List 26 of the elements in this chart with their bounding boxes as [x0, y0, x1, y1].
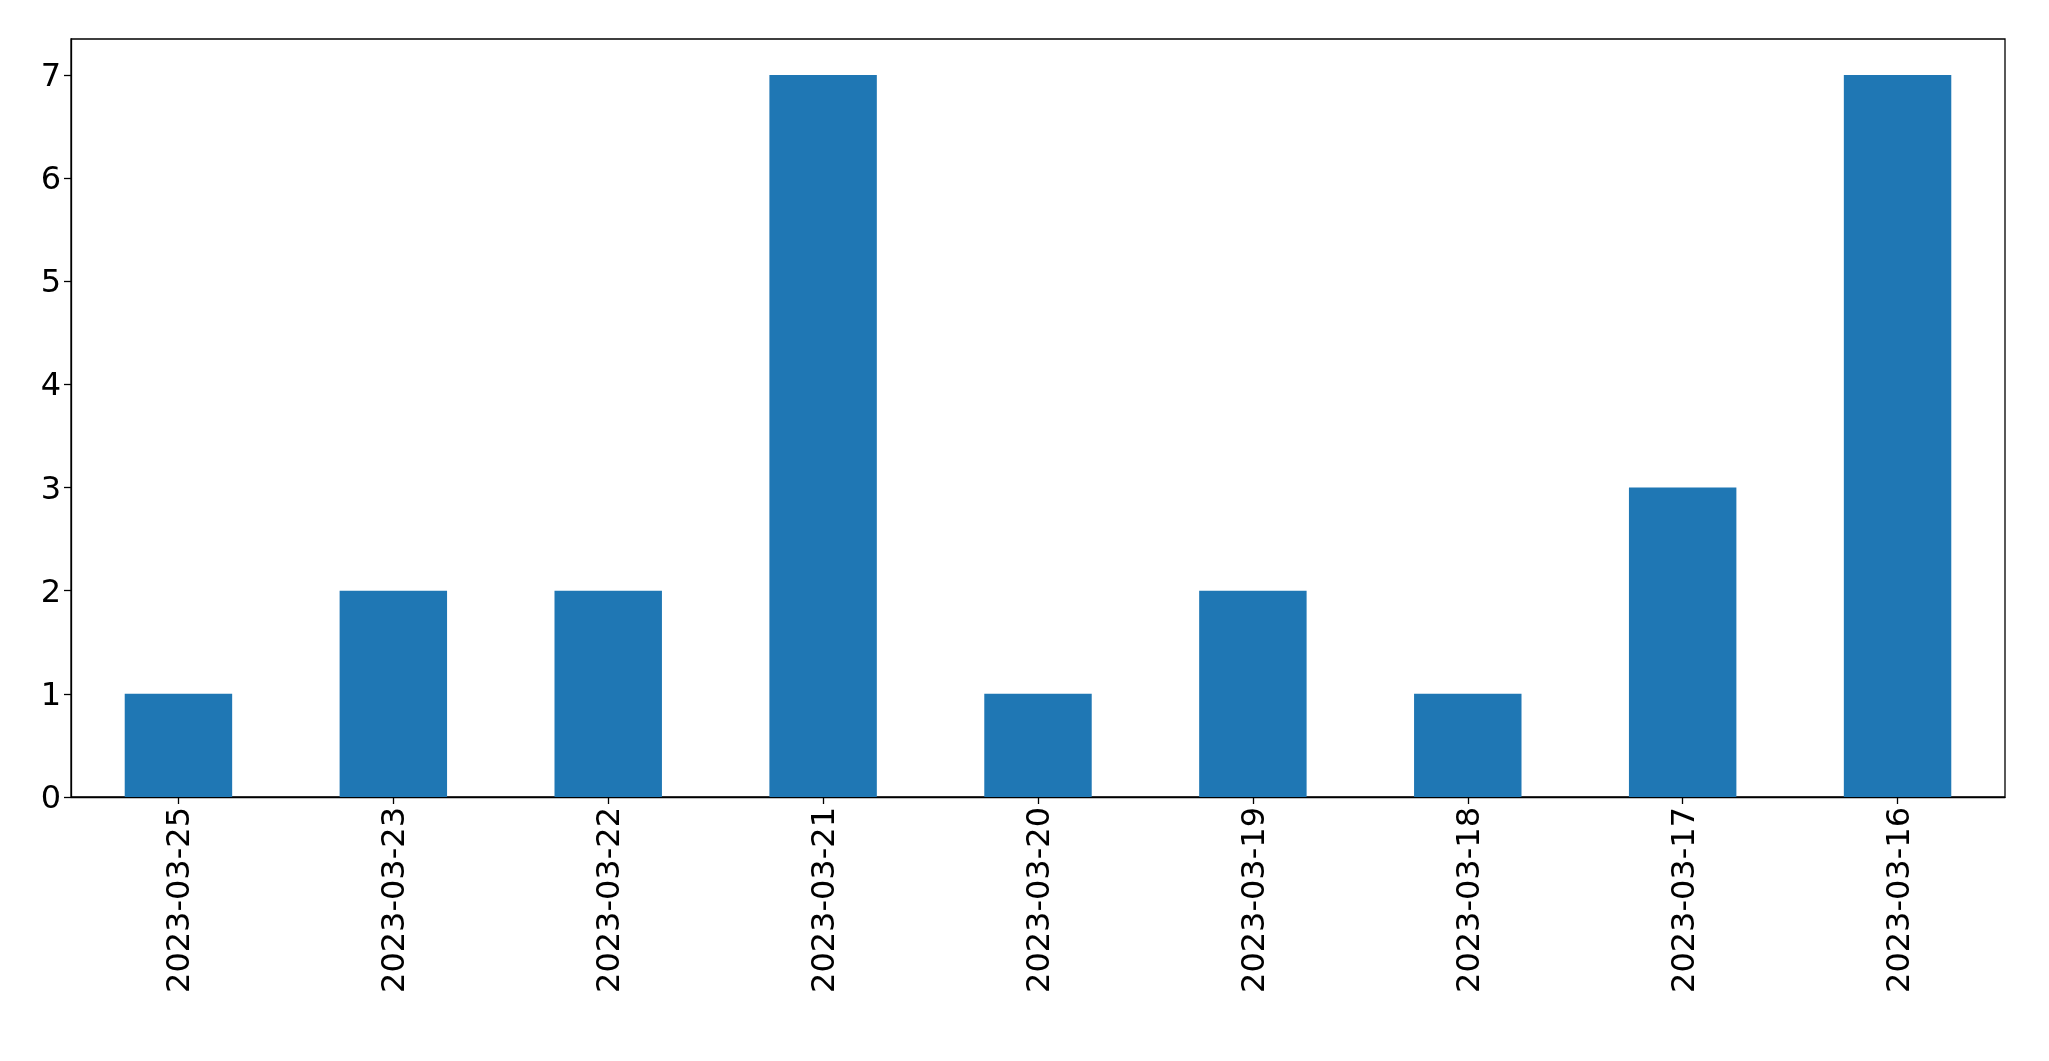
y-tick-label: 1: [40, 674, 61, 713]
y-tick-label: 2: [40, 571, 61, 610]
y-tick-label: 6: [40, 159, 61, 198]
x-tick-label: 2023-03-19: [1233, 807, 1272, 993]
y-tick-label: 4: [40, 365, 61, 404]
x-tick-label: 2023-03-21: [804, 807, 843, 993]
x-tick-label: 2023-03-18: [1448, 807, 1487, 993]
bar: [339, 590, 448, 797]
bar: [1843, 75, 1952, 797]
y-tick-label: 3: [40, 468, 61, 507]
y-tick-label: 0: [40, 778, 61, 816]
bar: [124, 693, 233, 797]
x-tick-label: 2023-03-22: [589, 807, 628, 993]
bar: [554, 590, 662, 797]
bar: [1199, 590, 1307, 797]
x-tick-label: 2023-03-23: [374, 807, 413, 993]
bar: [1628, 487, 1737, 797]
x-tick-label: 2023-03-20: [1019, 807, 1057, 993]
x-tick-label: 2023-03-16: [1878, 807, 1917, 993]
y-tick-label: 5: [40, 262, 61, 301]
x-tick-label: 2023-03-25: [159, 807, 198, 993]
bar: [1414, 693, 1522, 797]
x-tick-label: 2023-03-17: [1663, 807, 1702, 993]
y-tick-label: 7: [40, 56, 61, 95]
bar: [769, 75, 877, 797]
bar: [984, 693, 1092, 797]
